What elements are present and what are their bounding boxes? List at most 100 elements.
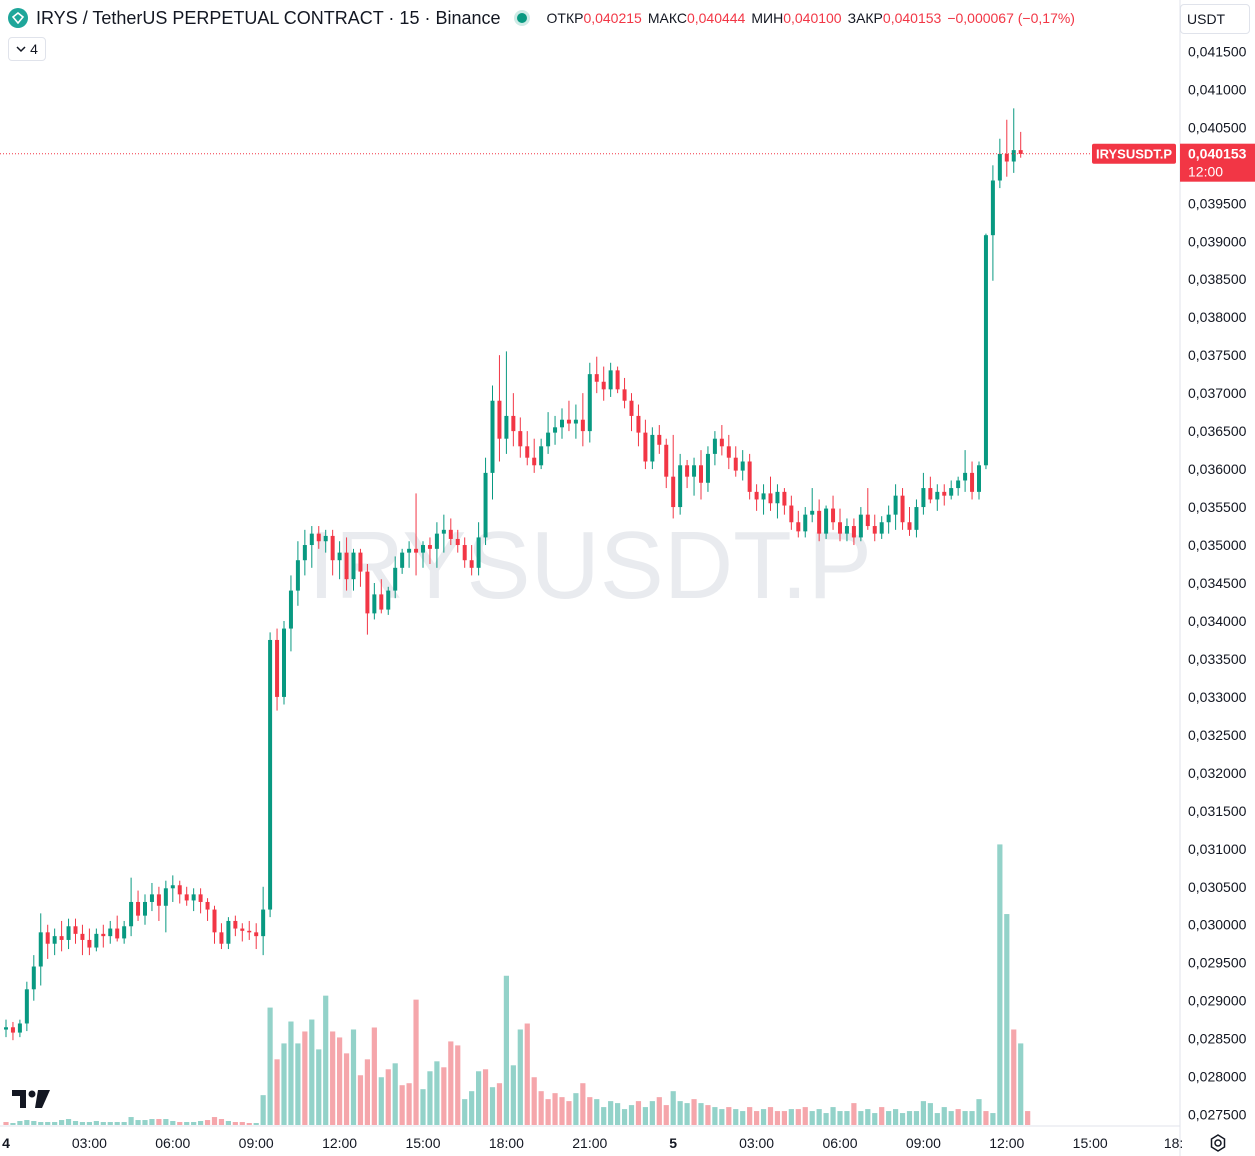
candle [198,888,203,914]
volume-bar [371,1027,377,1125]
candle-body [990,180,995,236]
volume-bar [392,1063,398,1125]
market-status-icon[interactable] [516,13,527,23]
volume-bar [754,1111,760,1125]
price-tick-label: 0,037000 [1188,385,1247,401]
volume-bar [170,1121,176,1125]
candle [24,981,29,1032]
price-tick-label: 0,034000 [1188,613,1247,629]
candle [657,425,662,454]
candle-body [796,522,801,532]
candle [94,928,99,952]
volume-bar [858,1111,864,1125]
candle-body [351,552,356,580]
price-tag-symbol-bg [1092,143,1176,164]
candle-body [365,571,370,614]
time-tick-label: 18: [1164,1135,1183,1151]
volume-bar [503,975,509,1125]
candle-body [560,419,564,428]
candle [240,923,245,942]
volume-bar [343,1053,350,1125]
candle [462,537,467,568]
candle-body [963,472,968,481]
time-tick-label: 4 [2,1135,10,1151]
volume-bar [448,1041,454,1125]
volume-bar [886,1111,892,1125]
candle-body [810,510,815,515]
candle-body [247,930,252,933]
volume-bar [580,1083,586,1125]
candle-body [900,495,905,523]
candle-body [344,552,349,580]
candle-body [393,567,398,591]
candle-body [726,446,731,458]
volume-bar [427,1071,433,1125]
candle-body [198,894,203,902]
candle [4,1019,8,1038]
volume-bar [601,1107,607,1125]
volume-bar [59,1120,65,1125]
candle-body [469,560,474,568]
volume-bar [211,1117,218,1125]
candle-body [455,538,460,546]
volume-bar [670,1091,676,1125]
tradingview-logo-icon[interactable] [12,1088,52,1110]
volume-bar [330,1031,336,1125]
candle [810,488,815,523]
candle-body [441,529,446,534]
candle-body [10,1027,15,1033]
candle [553,415,558,445]
candle-body [997,153,1002,181]
volume-bar [496,1083,503,1125]
price-tick-label: 0,039000 [1188,233,1247,249]
price-tick-label: 0,035000 [1188,537,1247,553]
gear-icon[interactable] [1208,1133,1228,1153]
candle-body [386,590,391,610]
candle-body [254,932,259,937]
candle-body [942,491,947,496]
candle-body [73,926,78,934]
candle-body [657,434,662,445]
candle-body [94,933,99,948]
volume-bar [107,1122,113,1125]
volume-bar [837,1111,843,1125]
volume-bar [357,1075,364,1125]
volume-bar [865,1109,871,1125]
volume-bar [719,1109,725,1125]
candle [115,915,120,942]
candle [191,888,196,912]
volume-bar [920,1101,926,1125]
candle [699,450,703,500]
candle [532,438,537,473]
candle-body [101,933,106,937]
candle [580,393,585,447]
legend-toggle-button[interactable]: 4 [8,37,46,61]
candle [379,579,384,614]
volume-bar [204,1120,211,1125]
candle-body [108,928,113,937]
candle-body [87,939,92,948]
volume-bar [135,1120,141,1125]
volume-bar [309,1019,315,1125]
candle [143,894,147,925]
volume-bar [246,1123,252,1125]
candle [539,438,544,470]
volume-bar [17,1121,23,1125]
candle-body [977,465,981,492]
time-tick-label: 06:00 [155,1135,190,1151]
candle [907,507,912,536]
candle-body [219,932,224,944]
price-tick-label: 0,029000 [1188,993,1247,1009]
candle [511,393,516,447]
currency-selector[interactable]: USDT [1180,4,1250,34]
candle-body [4,1027,8,1030]
volume-bar [781,1111,787,1125]
candle-body [782,491,787,506]
symbol-title[interactable]: IRYS / TetherUS PERPETUAL CONTRACT · 15 … [36,7,501,28]
volume-bar [531,1077,537,1125]
candle-body [170,885,175,889]
price-tick-label: 0,037500 [1188,347,1247,363]
volume-bar [879,1107,885,1125]
candle [733,446,738,477]
